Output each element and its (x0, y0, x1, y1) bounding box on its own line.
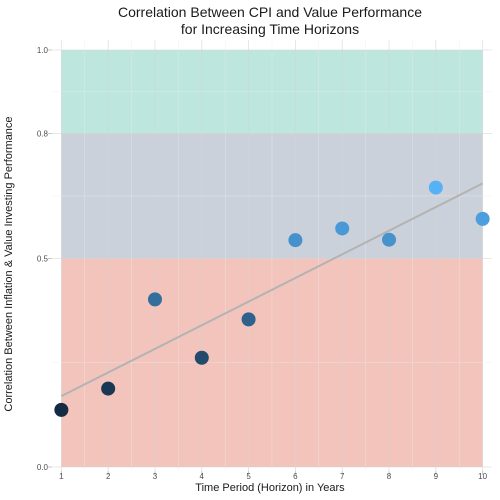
axis-ticks (48, 49, 484, 475)
data-points (54, 180, 490, 417)
chart-title-line-2: for Increasing Time Horizons (180, 21, 360, 37)
y-tick-label: 1.0 (37, 46, 49, 55)
data-point (147, 292, 162, 307)
x-tick-label: 3 (153, 472, 158, 481)
tick-labels: 1 2 3 4 5 6 7 8 9 10 0.0 0.5 0.8 1.0 (37, 46, 488, 481)
x-tick-label: 4 (200, 472, 205, 481)
y-tick-label: 0.0 (37, 463, 49, 472)
chart-title-line-1: Correlation Between CPI and Value Perfor… (117, 4, 422, 20)
x-tick-label: 2 (106, 472, 111, 481)
x-tick-label: 9 (434, 472, 439, 481)
grid-lines (52, 40, 492, 471)
x-tick-label: 8 (387, 472, 392, 481)
data-point (54, 402, 69, 417)
y-tick-label: 0.8 (37, 129, 49, 138)
x-tick-label: 1 (59, 472, 64, 481)
data-point (428, 180, 443, 195)
data-point (382, 232, 397, 247)
data-point (241, 312, 256, 327)
data-point (475, 211, 490, 226)
trend-line-group (60, 182, 484, 398)
x-tick-label: 7 (340, 472, 345, 481)
data-point (288, 233, 303, 248)
data-point (194, 350, 209, 365)
data-point (335, 221, 350, 236)
data-point (101, 381, 116, 396)
y-tick-label: 0.5 (37, 255, 49, 264)
trend-line (60, 182, 484, 398)
x-axis-label: Time Period (Horizon) in Years (195, 482, 345, 494)
x-tick-label: 5 (246, 472, 251, 481)
chart-title: Correlation Between CPI and Value Perfor… (0, 4, 500, 38)
x-tick-label: 10 (478, 472, 487, 481)
x-tick-label: 6 (293, 472, 298, 481)
